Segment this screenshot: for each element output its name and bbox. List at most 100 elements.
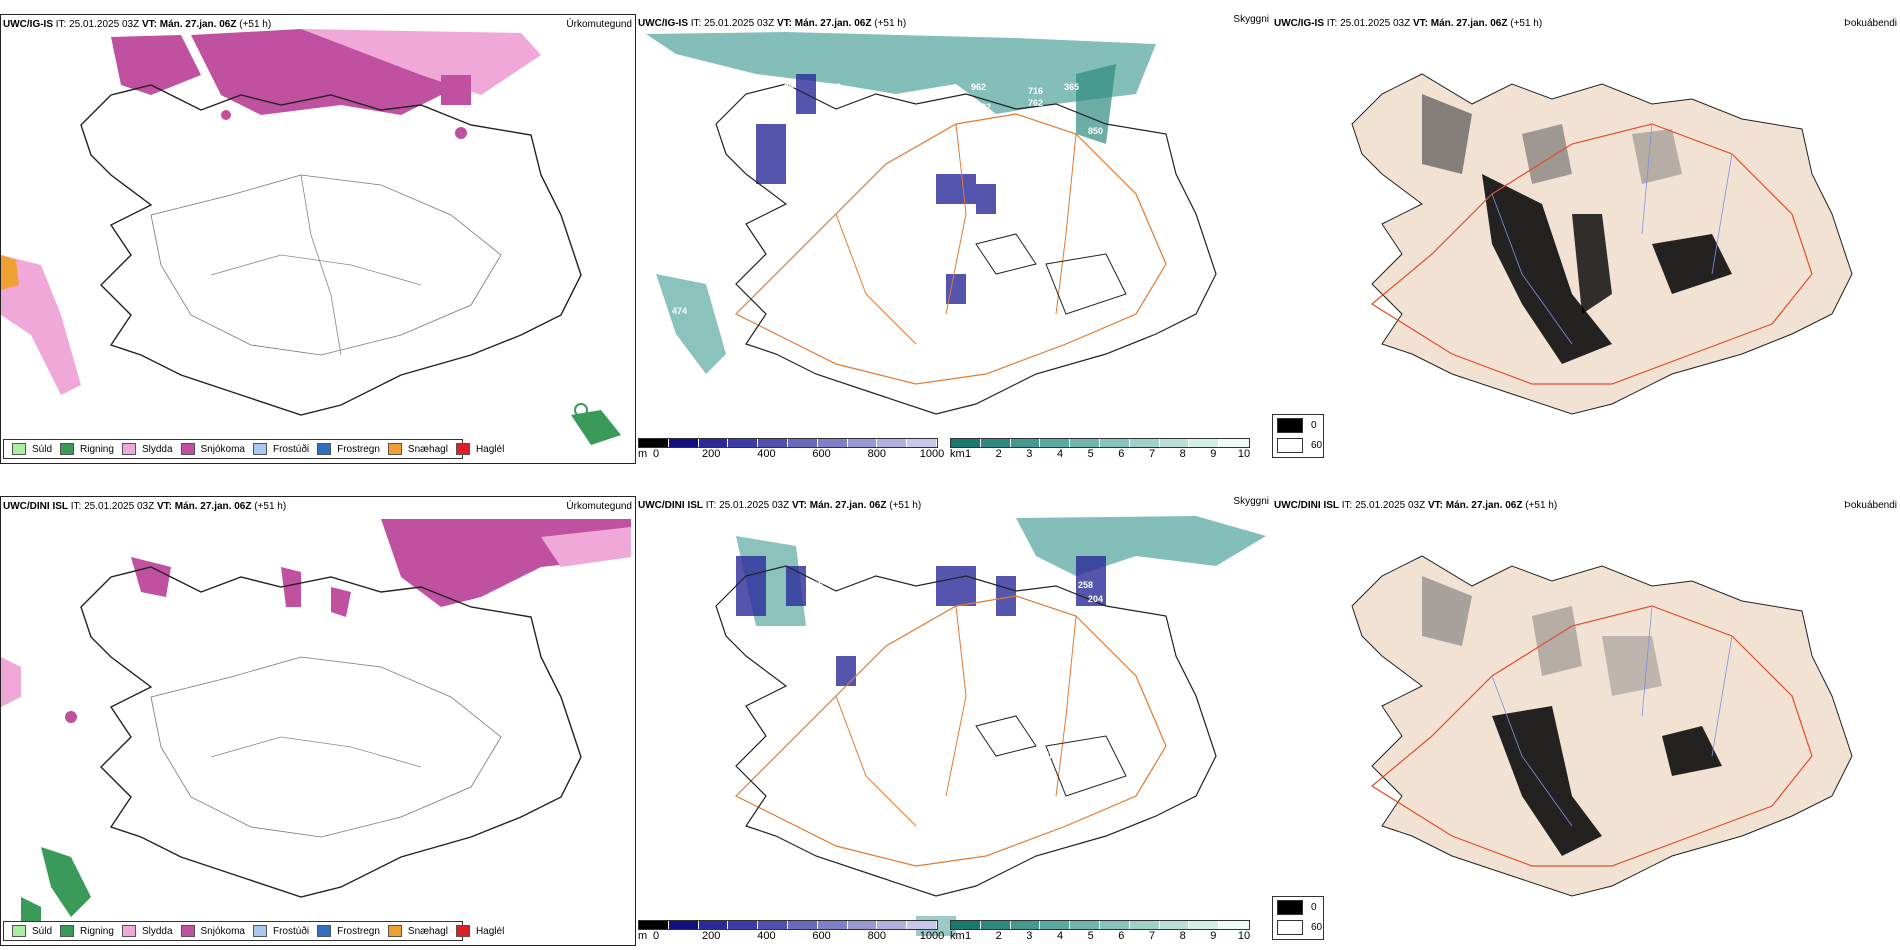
vis-label: 99 [784,82,794,92]
panel-header: UWC/IG-IS IT: 25.01.2025 03Z VT: Mán. 27… [1274,18,1542,29]
colorbar-cell [1159,439,1190,447]
visibility-colorbar: 1 2 3 4 5 6 7 8 9 10 km [950,438,1250,460]
vis-label: 962 [971,82,986,92]
legend-item: Haglél [455,925,504,937]
legend-item: Frostregn [317,443,380,455]
legend-item: Slydda [121,443,173,455]
colorbar-tick: 7 [1148,930,1156,942]
colorbar-cell [907,921,937,929]
visibility-value-labels: 99 888 962 716 762 992 365 850 474 [672,82,1103,316]
vt-value: Mán. 27.jan. 06Z [174,501,252,512]
legend-item: Rigning [60,925,114,937]
low-visibility-area [646,32,1156,374]
legend-label: Slydda [141,925,173,937]
colorbar-tick: 7 [1148,448,1156,460]
fog-legend-value: 60 [1311,921,1323,933]
colorbar-cell [639,921,669,929]
visibility-colorbar-cells [950,438,1250,448]
legend-swatch [455,925,470,937]
iceland-land [1351,555,1853,897]
fog-legend-row: 0 [1273,415,1323,435]
fog-legend-swatch [1277,899,1303,915]
fog-index-area [1422,94,1732,364]
it-value: 25.01.2025 03Z [1355,500,1426,511]
fog-panel-bottom: UWC/DINI ISL IT: 25.01.2025 03Z VT: Mán.… [1272,496,1900,946]
visibility-panel-top: UWC/IG-IS IT: 25.01.2025 03Z VT: Mán. 27… [636,14,1272,464]
colorbar-cell [951,439,981,447]
colorbar-cell [668,921,699,929]
colorbar-tick: 5 [1087,930,1094,942]
legend-label: Frostúði [272,443,310,455]
colorbar-cell [1010,921,1041,929]
precip-panel-top: UWC/IG-IS IT: 25.01.2025 03Z VT: Mán. 27… [0,14,636,464]
fog-map [1351,555,1853,897]
precip-snow-area [1,29,541,395]
colorbar-cell [728,439,759,447]
colorbar-cell [1219,439,1249,447]
colorbar-tick: 1000 [919,930,945,942]
model-name: UWC/DINI ISL [3,501,68,512]
colorbar-cell [728,921,759,929]
vt-label: VT: [156,501,172,512]
colorbar-tick: 800 [867,448,886,460]
legend-item: Súld [12,925,52,937]
colorbar-cell [817,921,848,929]
vis-label: 888 [826,82,841,92]
ceiling-colorbar: 0 200 400 600 800 1000 m [638,920,944,942]
legend-label: Snjókoma [200,925,245,937]
colorbar-cell [1040,439,1071,447]
legend-label: Slydda [141,443,173,455]
precip-legend: Súld Rigning Slydda Snjókoma Frostúði Frostre… [3,439,504,459]
visibility-unit: km [950,930,965,942]
colorbar-tick: 10 [1237,448,1251,460]
legend-swatch [180,925,195,937]
vt-value: Mán. 27.jan. 06Z [1445,500,1523,511]
precip-snow-area [1,519,631,723]
iceland-outline [80,84,582,416]
colorbar-cell [698,439,729,447]
colorbar-tick: 6 [1118,448,1125,460]
colorbar-tick: 400 [757,448,776,460]
vis-label: 850 [1088,126,1103,136]
panel-title-precip: Úrkomutegund [566,501,632,512]
panel-header: UWC/DINI ISL IT: 25.01.2025 03Z VT: Mán.… [1274,500,1557,511]
precip-legend: Súld Rigning Slydda Snjókoma Frostúði Frostre… [3,921,504,941]
panel-title-fog: Þokuábendi [1844,500,1897,511]
visibility-colorbar-ticks: 1 2 3 4 5 6 7 8 9 10 [950,930,1250,942]
colorbar-cell [1099,921,1130,929]
vt-value: Mán. 27.jan. 06Z [809,500,887,511]
fog-legend-row: 60 [1273,435,1323,455]
colorbar-cell [1099,439,1130,447]
vis-label: 365 [1064,82,1079,92]
colorbar-cell [877,921,908,929]
colorbar-tick: 600 [812,930,831,942]
colorbar-cell [951,921,981,929]
legend-swatch [12,925,26,937]
colorbar-tick: 0 [652,448,660,460]
it-value: 25.01.2025 03Z [719,500,790,511]
vis-label: 992 [976,102,991,112]
colorbar-cell [847,439,878,447]
it-label: IT: [70,501,82,512]
panel-header: UWC/DINI ISL IT: 25.01.2025 03Z VT: Mán.… [3,501,286,512]
road-network [1370,605,1813,867]
panel-header: UWC/IG-IS IT: 25.01.2025 03Z VT: Mán. 27… [638,18,906,29]
it-label: IT: [1326,18,1338,29]
ceiling-blue-patches [756,74,996,304]
vt-value: Mán. 27.jan. 06Z [159,19,237,30]
fog-legend-value: 60 [1311,439,1323,451]
vis-label: 258 [1078,580,1093,590]
panel-title-visibility: Skyggni [1233,14,1269,25]
ceiling-colorbar-ticks: 0 200 400 600 800 1000 [638,930,944,942]
precip-map [1,519,631,937]
legend-item: Snjókoma [180,925,245,937]
legend-item: Snjókoma [180,443,245,455]
model-name: UWC/DINI ISL [1274,500,1339,511]
colorbar-cell [847,921,878,929]
it-value: 25.01.2025 03Z [69,19,140,30]
colorbar-tick: 1 [964,930,972,942]
visibility-value-labels: 335 258 204 327 83 [706,580,1103,760]
colorbar-tick: 3 [1026,930,1033,942]
road-network [734,595,1167,867]
it-value: 25.01.2025 03Z [84,501,155,512]
